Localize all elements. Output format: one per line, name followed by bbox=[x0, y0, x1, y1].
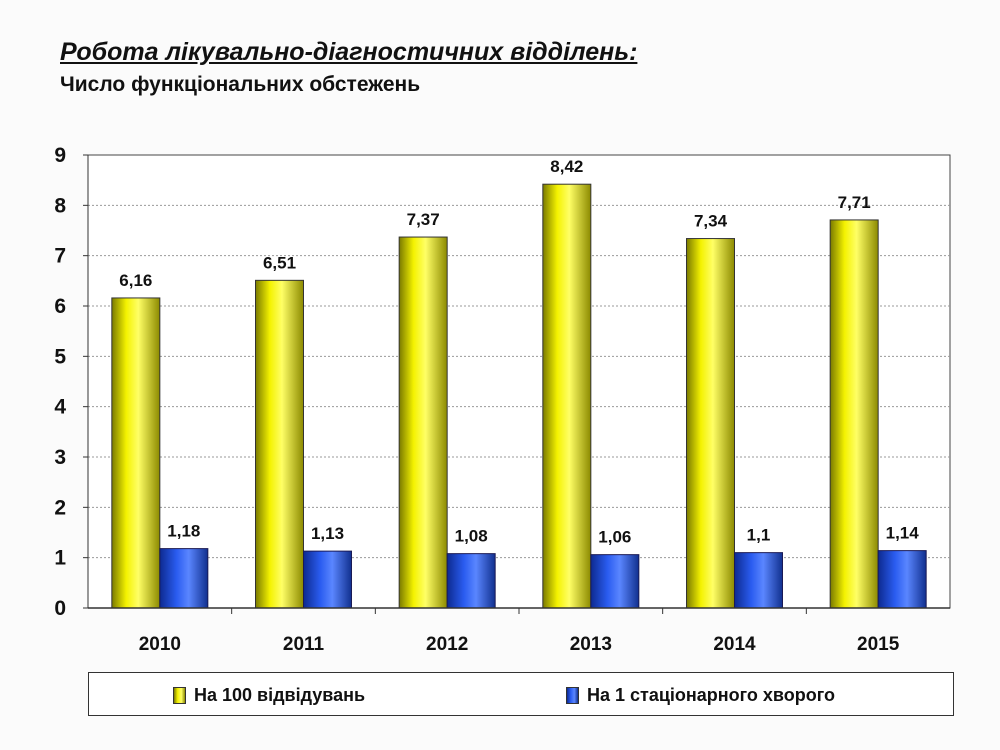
y-tick-label: 5 bbox=[54, 345, 66, 368]
data-label: 1,08 bbox=[455, 527, 488, 546]
bar-series-1 bbox=[686, 238, 735, 609]
data-label: 6,51 bbox=[263, 253, 296, 272]
bar-series-1 bbox=[829, 219, 879, 609]
x-tick-label: 2011 bbox=[283, 634, 325, 655]
data-label: 1,06 bbox=[598, 528, 631, 547]
bar-series-2 bbox=[303, 550, 352, 609]
legend-item-series-1: На 100 відвідувань bbox=[173, 685, 365, 706]
data-label: 1,13 bbox=[311, 524, 344, 543]
x-tick-label: 2012 bbox=[426, 634, 468, 655]
data-label: 8,42 bbox=[550, 157, 583, 176]
bar-series-2 bbox=[446, 553, 496, 609]
x-tick-label: 2015 bbox=[857, 634, 900, 655]
bar-series-2 bbox=[734, 552, 783, 609]
legend-item-series-2: На 1 стаціонарного хворого bbox=[566, 685, 835, 706]
legend-label-series-2: На 1 стаціонарного хворого bbox=[587, 685, 836, 705]
data-label: 1,1 bbox=[747, 526, 771, 545]
data-label: 1,18 bbox=[167, 522, 200, 541]
bar-series-1 bbox=[255, 279, 304, 609]
data-label: 7,37 bbox=[407, 210, 440, 229]
bar-series-2 bbox=[877, 550, 927, 609]
plot-area bbox=[87, 154, 951, 609]
y-tick-label: 7 bbox=[54, 245, 66, 268]
bar-series-2 bbox=[159, 548, 209, 609]
y-tick-label: 1 bbox=[54, 547, 66, 570]
bar-series-1 bbox=[542, 183, 592, 609]
legend-swatch-blue bbox=[566, 687, 579, 704]
bar-chart: 0 1 2 3 4 5 6 7 8 9 2010 2011 2012 2013 2014 2015 6,16… bbox=[54, 144, 951, 655]
y-tick-label: 8 bbox=[54, 194, 66, 217]
x-tick-label: 2010 bbox=[139, 634, 181, 655]
data-label: 7,34 bbox=[694, 212, 728, 231]
bar-series-1 bbox=[398, 236, 448, 609]
chart-legend: На 100 відвідувань На 1 стаціонарного хв… bbox=[88, 672, 954, 716]
y-tick-label: 3 bbox=[54, 446, 66, 469]
y-tick-label: 0 bbox=[54, 597, 66, 620]
slide-subtitle: Число функціональних обстежень bbox=[60, 73, 421, 96]
x-tick-label: 2013 bbox=[570, 634, 612, 655]
x-tick-label: 2014 bbox=[713, 634, 756, 655]
y-tick-label: 9 bbox=[54, 144, 66, 167]
bar-series-2 bbox=[590, 554, 640, 609]
data-label: 1,14 bbox=[886, 524, 920, 543]
slide-title: Робота лікувально-діагностичних відділен… bbox=[60, 38, 638, 66]
legend-label-series-1: На 100 відвідувань bbox=[194, 685, 366, 705]
y-tick-label: 2 bbox=[54, 496, 66, 519]
y-tick-label: 4 bbox=[54, 396, 66, 419]
data-label: 6,16 bbox=[119, 271, 152, 290]
bar-series-1 bbox=[111, 297, 161, 609]
y-tick-label: 6 bbox=[54, 295, 66, 318]
data-label: 7,71 bbox=[838, 193, 871, 212]
legend-swatch-yellow bbox=[173, 687, 186, 704]
